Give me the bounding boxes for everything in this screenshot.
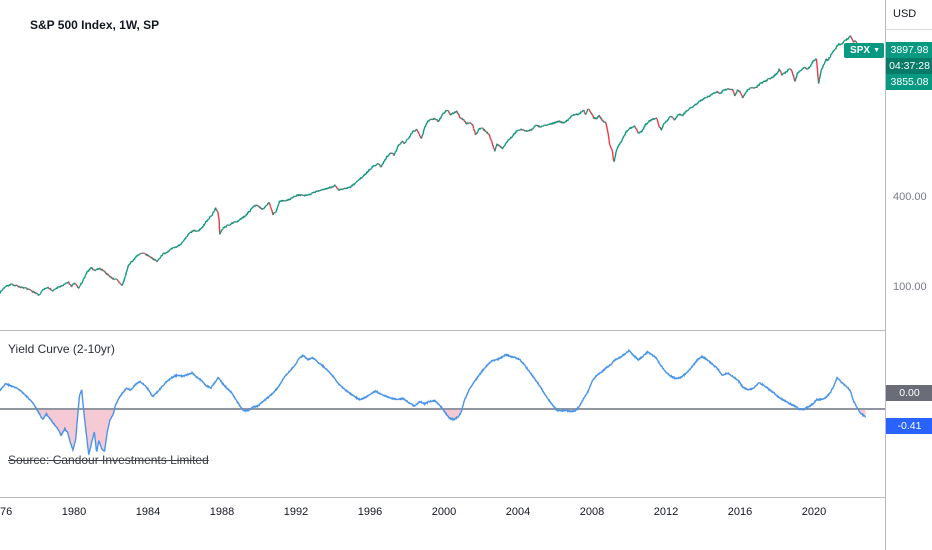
time-label: 2020 [801, 506, 827, 518]
indicator-panel[interactable]: Yield Curve (2-10yr) Source: Candour Inv… [0, 331, 885, 497]
time-label: 1988 [209, 506, 235, 518]
price-scale[interactable]: USD 3897.98 04:37:28 3855.08 400.00 100.0… [885, 0, 932, 550]
currency-separator [886, 29, 932, 30]
main-series-legend[interactable]: S&P 500 Index, 1W, SP [30, 18, 160, 32]
last-price-badge[interactable]: 3897.98 [886, 42, 932, 58]
time-label: 2016 [727, 506, 753, 518]
indicator-legend[interactable]: Yield Curve (2-10yr) [8, 342, 115, 356]
currency-label[interactable]: USD [893, 8, 917, 20]
source-note: Source: Candour Investments Limited [8, 453, 209, 467]
time-label: 2004 [505, 506, 531, 518]
time-label: 1984 [135, 506, 161, 518]
time-label: 1992 [283, 506, 309, 518]
time-axis-divider [0, 497, 932, 498]
time-label: 1996 [357, 506, 383, 518]
spx-candles-svg [0, 35, 866, 296]
prev-close-badge[interactable]: 3855.08 [886, 74, 932, 90]
time-label: 2008 [579, 506, 605, 518]
bar-countdown-badge[interactable]: 04:37:28 [886, 58, 932, 74]
time-label: 1980 [61, 506, 87, 518]
symbol-label: SPX [850, 44, 871, 56]
zero-level-badge[interactable]: 0.00 [886, 385, 932, 401]
chevron-down-icon: ▼ [873, 47, 880, 54]
yield-curve-svg [0, 348, 885, 456]
price-tick-label: 100.00 [893, 281, 927, 293]
time-label: 1976 [0, 506, 13, 518]
time-scale[interactable]: 1976 1980 1984 1988 1992 1996 2000 2004 2008 2012… [0, 498, 885, 550]
yield-value-badge[interactable]: -0.41 [886, 418, 932, 434]
time-label: 2012 [653, 506, 679, 518]
panel-divider[interactable] [0, 330, 932, 331]
spx-last-price-label[interactable]: SPX ▼ [844, 43, 884, 58]
time-label: 2000 [431, 506, 457, 518]
price-panel[interactable]: S&P 500 Index, 1W, SP SPX ▼ [0, 0, 885, 330]
price-tick-label: 400.00 [893, 190, 927, 203]
